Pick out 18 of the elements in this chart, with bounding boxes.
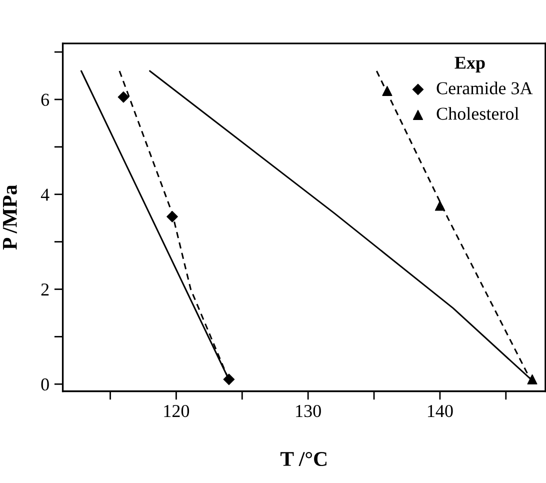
- point: [382, 86, 392, 96]
- x-tick-label: 130: [296, 404, 321, 418]
- x-axis-title: T /°C: [280, 452, 326, 466]
- point: [527, 374, 538, 384]
- y-axis-title: P /MPa: [2, 184, 17, 250]
- point: [118, 91, 130, 103]
- x-tick-label: 140: [428, 404, 453, 418]
- legend-title: Exp: [454, 56, 485, 72]
- point: [166, 210, 178, 222]
- point: [434, 200, 445, 211]
- y-tick-label: 0: [41, 378, 49, 391]
- legend-label: Cholesterol: [436, 107, 519, 120]
- y-tick-label: 4: [40, 188, 50, 201]
- y-tick-label: 6: [41, 94, 50, 106]
- legend-label: Ceramide 3A: [436, 82, 533, 94]
- point: [223, 374, 235, 386]
- x-tick-label: 120: [164, 404, 190, 418]
- y-tick-label: 2: [41, 284, 49, 296]
